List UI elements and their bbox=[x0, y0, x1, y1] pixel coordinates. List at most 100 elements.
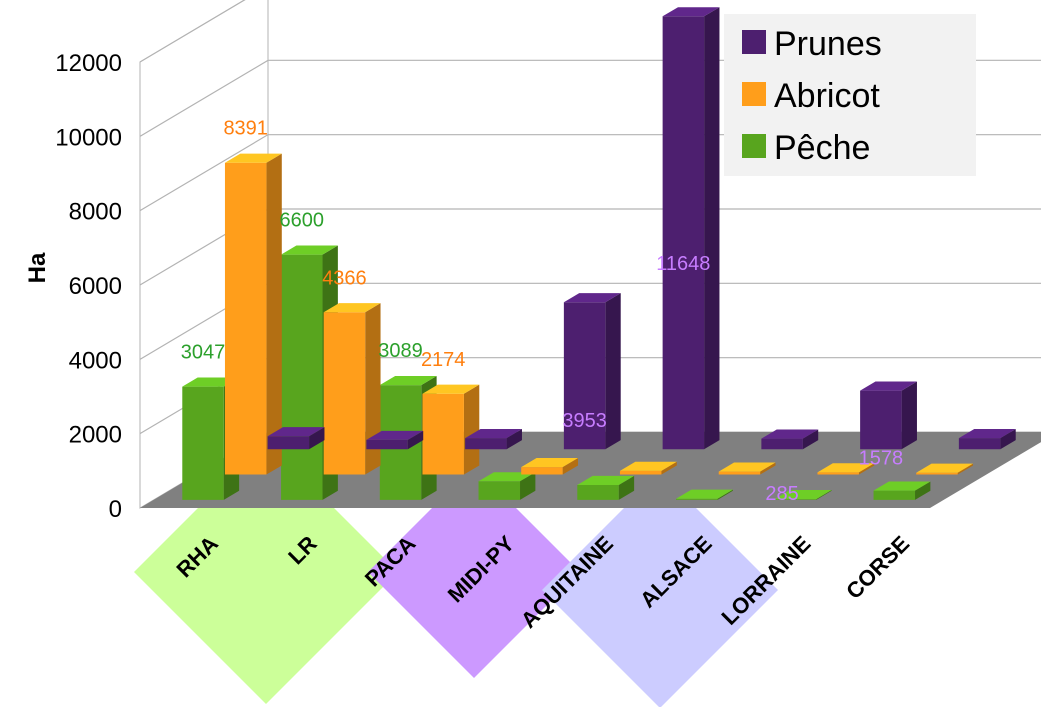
bar-front bbox=[873, 490, 916, 500]
bar-front bbox=[366, 439, 408, 450]
bar-front bbox=[224, 162, 267, 475]
bar-side bbox=[407, 430, 424, 450]
bar-front bbox=[676, 498, 718, 500]
bar-side bbox=[915, 481, 931, 500]
gridline bbox=[139, 0, 246, 63]
data-label: 3953 bbox=[562, 410, 607, 432]
bars-layer bbox=[182, 7, 1016, 500]
bar-pche-corse bbox=[873, 481, 931, 500]
bar-side bbox=[1000, 428, 1016, 450]
bar-pche-lorraine bbox=[774, 490, 832, 500]
bar-top bbox=[379, 375, 437, 386]
bar-abricot-alsace bbox=[718, 462, 776, 475]
bar-top bbox=[916, 463, 974, 473]
bar-front bbox=[323, 312, 366, 475]
bar-top bbox=[817, 463, 875, 473]
bar-top bbox=[267, 427, 325, 437]
bar-top bbox=[281, 245, 338, 255]
bar-top bbox=[521, 458, 579, 468]
bar-side bbox=[661, 461, 677, 475]
bar-top bbox=[860, 381, 917, 391]
data-label: 3089 bbox=[378, 340, 423, 362]
bar-front bbox=[662, 16, 705, 450]
bar-prunes-midi-py bbox=[563, 293, 621, 450]
bar-top bbox=[465, 428, 522, 439]
bar-abricot-midi-py bbox=[521, 458, 579, 475]
legend-label: Abricot bbox=[774, 77, 880, 115]
bar-front bbox=[521, 467, 563, 475]
bar-top bbox=[873, 481, 931, 491]
bar-pche-alsace bbox=[676, 489, 733, 500]
bar-top bbox=[619, 461, 677, 471]
bar-side bbox=[704, 7, 720, 450]
y-axis-ticks: 0 2000 4000 6000 8000 10000 12000 bbox=[55, 50, 122, 523]
bar-front bbox=[718, 471, 761, 475]
bar-side bbox=[506, 428, 522, 450]
bar-front bbox=[619, 470, 662, 475]
data-label: 11648 bbox=[656, 253, 710, 275]
bar-side bbox=[463, 384, 480, 475]
bar-side bbox=[365, 303, 381, 475]
y-axis-label: Ha bbox=[24, 252, 51, 283]
bar-top bbox=[774, 490, 832, 500]
data-labels-layer: 3047 6600 3089 8391 4366 2174 3953 11648 285 1578 bbox=[181, 118, 903, 505]
bar-prunes-lr bbox=[366, 430, 424, 450]
bar-front bbox=[817, 472, 859, 475]
bar-side bbox=[309, 427, 325, 450]
category-highlight bbox=[542, 472, 778, 707]
bar-top bbox=[761, 429, 819, 439]
bar-side bbox=[816, 490, 832, 500]
y-tick-label: 6000 bbox=[69, 273, 122, 300]
bar-top bbox=[478, 472, 536, 482]
y-tick-label: 4000 bbox=[69, 347, 122, 374]
bar-side bbox=[618, 475, 635, 500]
bar-front bbox=[577, 485, 619, 500]
bar-front bbox=[478, 481, 521, 500]
bar-abricot-lorraine bbox=[817, 463, 875, 475]
bar-pche-aquitaine bbox=[577, 475, 635, 500]
bar-top bbox=[422, 384, 480, 394]
bar-abricot-paca bbox=[422, 384, 480, 475]
bar-front bbox=[422, 393, 464, 475]
legend-label: Pêche bbox=[774, 129, 870, 167]
data-label: 8391 bbox=[223, 118, 268, 140]
bar-top bbox=[323, 303, 381, 313]
bar-side bbox=[266, 153, 282, 475]
legend: Prunes Abricot Pêche bbox=[724, 14, 976, 176]
bar-side bbox=[605, 293, 621, 450]
bar-front bbox=[465, 438, 507, 450]
bar-pche-midi-py bbox=[478, 472, 536, 500]
bar-front bbox=[563, 302, 606, 450]
bar-top bbox=[224, 153, 282, 163]
legend-label: Prunes bbox=[774, 25, 882, 63]
bar-top bbox=[662, 7, 720, 17]
data-label: 3047 bbox=[181, 342, 226, 364]
bar-abricot-rha bbox=[224, 153, 282, 475]
data-label: 2174 bbox=[421, 349, 466, 371]
bar-front bbox=[281, 254, 323, 500]
y-tick-label: 0 bbox=[109, 496, 122, 523]
bar-prunes-aquitaine bbox=[662, 7, 720, 450]
legend-swatch bbox=[742, 82, 766, 106]
bar-side bbox=[802, 429, 819, 450]
bar-side bbox=[901, 381, 917, 450]
bar-side bbox=[717, 489, 733, 500]
data-label: 6600 bbox=[280, 210, 325, 232]
bar-prunes-paca bbox=[465, 428, 522, 450]
bar-top bbox=[563, 293, 621, 303]
bar-front bbox=[916, 472, 958, 475]
bar-abricot-aquitaine bbox=[619, 461, 677, 475]
bar-top bbox=[718, 462, 776, 472]
y-tick-label: 10000 bbox=[55, 124, 122, 151]
bar-prunes-alsace bbox=[761, 429, 819, 450]
bar-side bbox=[957, 463, 974, 475]
data-label: 1578 bbox=[859, 448, 904, 470]
data-label: 285 bbox=[765, 483, 798, 505]
bar-prunes-rha bbox=[267, 427, 325, 450]
category-label: CORSE bbox=[841, 531, 914, 604]
bar-front bbox=[267, 436, 310, 450]
y-tick-label: 8000 bbox=[69, 199, 122, 226]
legend-swatch bbox=[742, 134, 766, 158]
y-tick-label: 12000 bbox=[55, 50, 122, 77]
